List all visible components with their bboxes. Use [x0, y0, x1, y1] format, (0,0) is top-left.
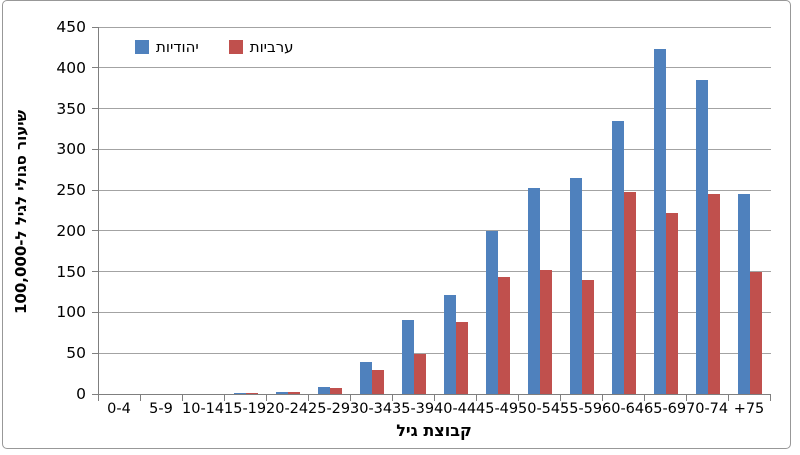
x-tick-label: 15-19 — [224, 401, 267, 417]
x-tick-mark — [769, 395, 771, 401]
y-tick-mark — [92, 230, 98, 232]
x-tick-label: 70-74 — [686, 401, 729, 417]
bar-jewish-70-74 — [696, 80, 708, 394]
bar-arab-45-49 — [498, 277, 510, 394]
x-tick-mark — [349, 395, 351, 401]
bar-jewish-15-19 — [234, 393, 246, 394]
bar-jewish-35-39 — [402, 319, 414, 394]
x-tick-label: 0-4 — [107, 401, 131, 417]
y-tick-label: 400 — [56, 58, 86, 77]
y-tick-label: 250 — [56, 181, 86, 200]
bar-arab-60-64 — [624, 191, 636, 394]
y-tick-label: 350 — [56, 99, 86, 118]
x-tick-mark — [307, 395, 309, 401]
x-tick-mark — [433, 395, 435, 401]
y-tick-label: 200 — [56, 221, 86, 240]
y-tick-label: 450 — [56, 18, 86, 36]
x-tick-label: 55-59 — [560, 401, 603, 417]
y-tick-mark — [92, 311, 98, 313]
x-tick-label: +75 — [733, 401, 765, 417]
x-tick-label: 25-29 — [308, 401, 351, 417]
plot-area: יהודיות ערביות — [98, 26, 771, 395]
x-tick-label: 65-69 — [644, 401, 687, 417]
gridline — [99, 271, 771, 273]
gridline — [99, 148, 771, 150]
x-axis-title: קבוצת גיל — [396, 421, 472, 440]
x-tick-label: 5-9 — [149, 401, 173, 417]
y-tick-label: 0 — [76, 385, 86, 403]
y-tick-mark — [92, 189, 98, 191]
x-tick-label: 40-44 — [434, 401, 477, 417]
bar-arab-15-19 — [246, 393, 258, 394]
legend-label: ערביות — [249, 38, 294, 56]
bar-arab-+75 — [750, 271, 762, 394]
x-tick-mark — [223, 395, 225, 401]
bar-arab-30-34 — [372, 369, 384, 394]
bar-arab-55-59 — [582, 279, 594, 394]
bar-arab-70-74 — [708, 194, 720, 394]
gridline — [99, 26, 771, 28]
y-tick-label: 300 — [56, 140, 86, 159]
bar-jewish-50-54 — [528, 187, 540, 394]
y-tick-mark — [92, 26, 98, 28]
x-tick-mark — [475, 395, 477, 401]
y-tick-label: 50 — [66, 344, 86, 363]
bar-arab-25-29 — [330, 388, 342, 394]
x-tick-mark — [181, 395, 183, 401]
x-tick-mark — [391, 395, 393, 401]
gridline — [99, 67, 771, 69]
legend: יהודיות ערביות — [135, 39, 294, 55]
x-tick-label: 20-24 — [266, 401, 309, 417]
y-tick-label: 100 — [56, 303, 86, 322]
x-tick-label: 10-14 — [182, 401, 225, 417]
x-tick-label: 60-64 — [602, 401, 645, 417]
x-tick-label: 30-34 — [350, 401, 393, 417]
gridline — [99, 108, 771, 110]
bar-jewish-30-34 — [360, 362, 372, 394]
bar-jewish-+75 — [738, 194, 750, 394]
legend-label: יהודיות — [156, 38, 199, 56]
bar-jewish-45-49 — [486, 230, 498, 394]
x-tick-mark — [601, 395, 603, 401]
x-tick-mark — [139, 395, 141, 401]
gridline — [99, 311, 771, 313]
x-tick-mark — [559, 395, 561, 401]
bar-jewish-40-44 — [444, 294, 456, 394]
legend-item-arab: ערביות — [228, 38, 294, 56]
bar-jewish-65-69 — [654, 49, 666, 394]
y-tick-label: 150 — [56, 262, 86, 281]
bar-arab-40-44 — [456, 322, 468, 394]
y-tick-mark — [92, 67, 98, 69]
legend-swatch-icon — [135, 40, 149, 54]
y-tick-mark — [92, 352, 98, 354]
x-tick-mark — [97, 395, 99, 401]
bar-jewish-55-59 — [570, 177, 582, 394]
x-tick-mark — [685, 395, 687, 401]
x-tick-label: 35-39 — [392, 401, 435, 417]
gridline — [99, 352, 771, 354]
x-tick-mark — [517, 395, 519, 401]
gridline — [99, 189, 771, 191]
x-tick-label: 50-54 — [518, 401, 561, 417]
bar-arab-35-39 — [414, 354, 426, 394]
y-tick-mark — [92, 271, 98, 273]
bar-jewish-20-24 — [276, 392, 288, 394]
x-tick-mark — [265, 395, 267, 401]
x-tick-label: 45-49 — [476, 401, 519, 417]
bar-arab-65-69 — [666, 212, 678, 394]
y-tick-mark — [92, 148, 98, 150]
bar-jewish-25-29 — [318, 386, 330, 394]
x-tick-mark — [643, 395, 645, 401]
legend-swatch-icon — [228, 40, 243, 54]
legend-item-jewish: יהודיות — [135, 39, 199, 55]
bar-arab-20-24 — [288, 391, 300, 394]
bar-arab-50-54 — [540, 270, 552, 394]
x-tick-mark — [727, 395, 729, 401]
y-tick-mark — [92, 108, 98, 110]
bar-jewish-60-64 — [612, 120, 624, 394]
gridline — [99, 230, 771, 232]
y-tick-mark — [92, 393, 98, 395]
